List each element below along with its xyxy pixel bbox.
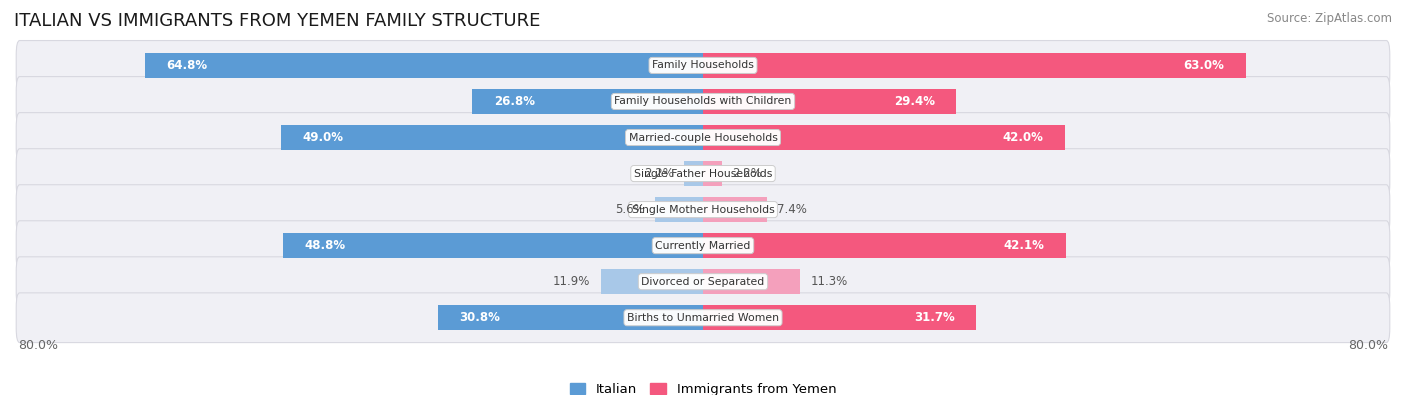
- Text: 5.6%: 5.6%: [614, 203, 644, 216]
- Bar: [283, 233, 703, 258]
- FancyBboxPatch shape: [17, 293, 1389, 342]
- Text: 80.0%: 80.0%: [18, 339, 59, 352]
- Text: 30.8%: 30.8%: [460, 311, 501, 324]
- FancyBboxPatch shape: [17, 221, 1389, 271]
- Text: 42.0%: 42.0%: [1002, 131, 1043, 144]
- Text: Family Households with Children: Family Households with Children: [614, 96, 792, 107]
- Text: Single Mother Households: Single Mother Households: [631, 205, 775, 214]
- Text: 11.3%: 11.3%: [811, 275, 848, 288]
- Bar: [703, 89, 956, 114]
- Text: Currently Married: Currently Married: [655, 241, 751, 251]
- Text: 31.7%: 31.7%: [914, 311, 955, 324]
- Text: 63.0%: 63.0%: [1182, 59, 1225, 72]
- Bar: [145, 53, 703, 78]
- Text: Single Father Households: Single Father Households: [634, 169, 772, 179]
- Text: 29.4%: 29.4%: [894, 95, 935, 108]
- FancyBboxPatch shape: [17, 77, 1389, 126]
- Text: ITALIAN VS IMMIGRANTS FROM YEMEN FAMILY STRUCTURE: ITALIAN VS IMMIGRANTS FROM YEMEN FAMILY …: [14, 12, 540, 30]
- Text: 49.0%: 49.0%: [302, 131, 343, 144]
- FancyBboxPatch shape: [17, 113, 1389, 162]
- Bar: [281, 125, 703, 150]
- Bar: [703, 125, 1064, 150]
- FancyBboxPatch shape: [17, 185, 1389, 235]
- Bar: [703, 269, 800, 294]
- Text: 2.2%: 2.2%: [733, 167, 762, 180]
- Bar: [703, 305, 976, 330]
- Bar: [703, 53, 1246, 78]
- Text: 80.0%: 80.0%: [1347, 339, 1388, 352]
- FancyBboxPatch shape: [17, 41, 1389, 90]
- Bar: [472, 89, 703, 114]
- Text: Married-couple Households: Married-couple Households: [628, 132, 778, 143]
- Text: 26.8%: 26.8%: [494, 95, 534, 108]
- Bar: [685, 161, 703, 186]
- Text: 2.2%: 2.2%: [644, 167, 673, 180]
- Text: 11.9%: 11.9%: [553, 275, 591, 288]
- Bar: [703, 233, 1066, 258]
- Text: 42.1%: 42.1%: [1002, 239, 1045, 252]
- Text: 7.4%: 7.4%: [778, 203, 807, 216]
- Text: 48.8%: 48.8%: [304, 239, 346, 252]
- Bar: [600, 269, 703, 294]
- Legend: Italian, Immigrants from Yemen: Italian, Immigrants from Yemen: [564, 377, 842, 395]
- Text: Births to Unmarried Women: Births to Unmarried Women: [627, 313, 779, 323]
- Bar: [655, 198, 703, 222]
- Bar: [703, 161, 721, 186]
- Text: Source: ZipAtlas.com: Source: ZipAtlas.com: [1267, 12, 1392, 25]
- Text: 64.8%: 64.8%: [166, 59, 208, 72]
- Bar: [437, 305, 703, 330]
- Bar: [703, 198, 766, 222]
- FancyBboxPatch shape: [17, 149, 1389, 198]
- Text: Family Households: Family Households: [652, 60, 754, 70]
- FancyBboxPatch shape: [17, 257, 1389, 307]
- Text: Divorced or Separated: Divorced or Separated: [641, 276, 765, 287]
